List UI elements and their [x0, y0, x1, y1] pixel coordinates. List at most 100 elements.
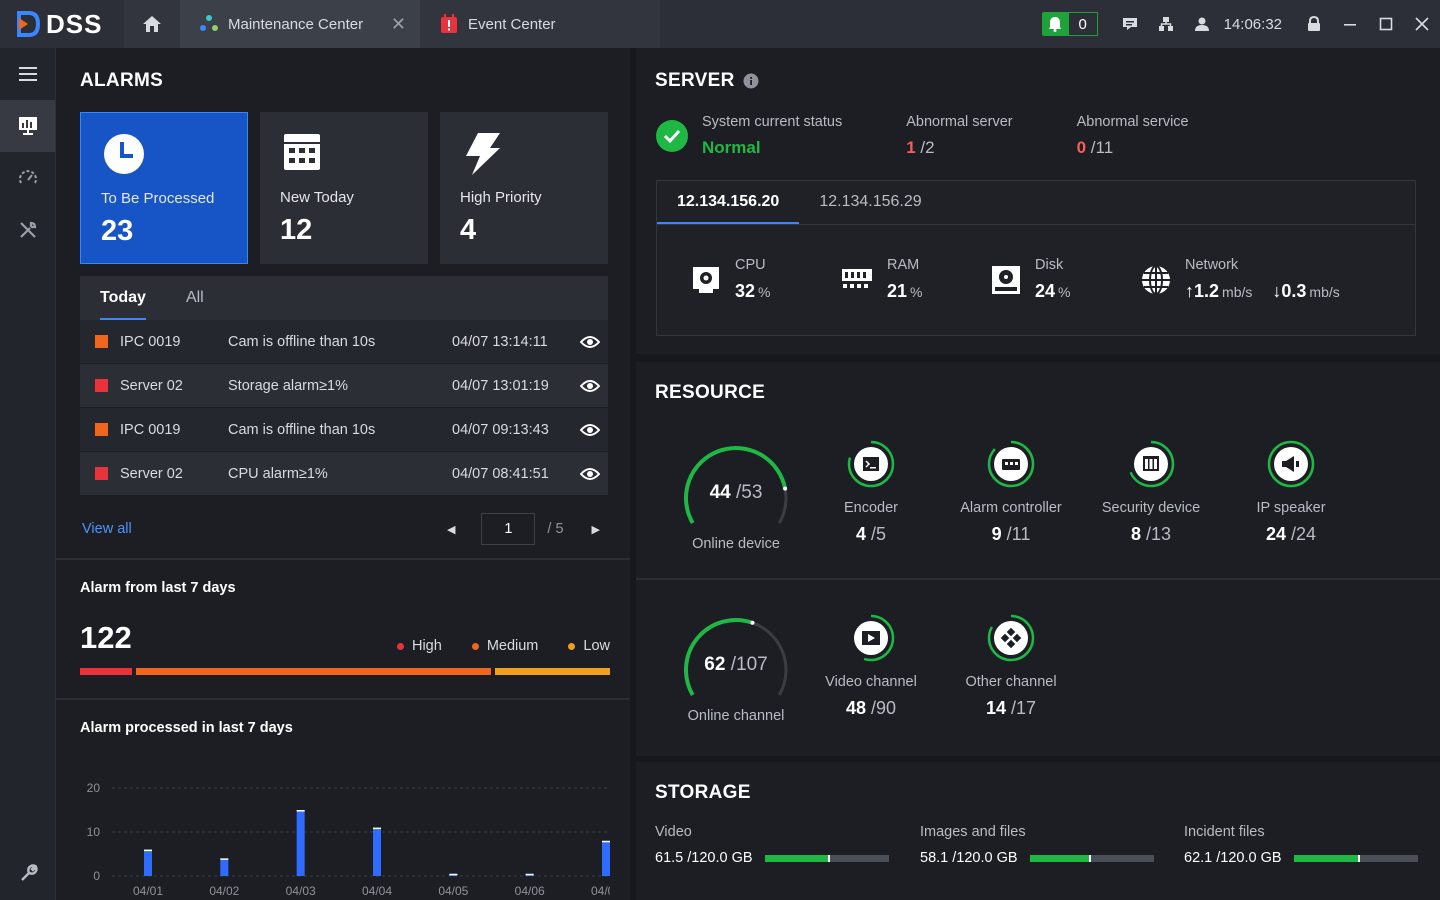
server-tab-2[interactable]: 12.134.156.29	[819, 193, 922, 210]
chart-title: Alarm processed in last 7 days	[80, 720, 293, 736]
storage-bar	[1029, 854, 1154, 862]
bar[interactable]	[220, 858, 229, 876]
tab-event-center[interactable]: Event Center	[420, 0, 660, 48]
severity-segment	[80, 668, 133, 675]
close-button[interactable]	[1404, 0, 1440, 48]
resource-security-device[interactable]: Security device 8 /13	[1081, 440, 1221, 545]
sidebar-item-settings[interactable]	[0, 848, 56, 900]
disk-value: 24	[1035, 281, 1056, 301]
sidebar-item-tools[interactable]	[0, 204, 55, 256]
next-page-icon[interactable]: ▶	[591, 523, 600, 536]
status-ok-icon	[656, 120, 688, 152]
metric-ram: RAM 21%	[841, 257, 922, 302]
network-button[interactable]	[1148, 0, 1184, 48]
x-tick-label: 04/03	[286, 884, 316, 898]
alarm-time: 04/07 13:01:19	[452, 377, 549, 394]
maximize-button[interactable]	[1368, 0, 1404, 48]
wrench-icon	[21, 864, 38, 881]
message-button[interactable]	[1112, 0, 1148, 48]
alarm-7days: Alarm from last 7 days 122 High Medium L…	[80, 580, 610, 675]
bar[interactable]	[373, 827, 381, 876]
metric-network: Network ↑1.2 mb/s ↓0.3 mb/s	[1141, 257, 1340, 302]
view-all-link[interactable]: View all	[82, 521, 132, 537]
bar[interactable]	[296, 810, 305, 876]
card-new-today[interactable]: New Today 12	[260, 112, 428, 264]
sidebar-item-dashboard[interactable]	[0, 100, 55, 152]
resource-label: Encoder	[843, 500, 898, 516]
close-icon	[1415, 17, 1429, 31]
event-icon	[438, 13, 460, 35]
minimize-button[interactable]	[1332, 0, 1368, 48]
resource-encoder[interactable]: Encoder 4 /5	[801, 440, 941, 545]
disk-label: Disk	[1035, 257, 1064, 273]
top-bar: DSS Maintenance Center ✕ Event Center 0 …	[0, 0, 1440, 48]
info-icon[interactable]	[743, 73, 759, 89]
user-button[interactable]	[1184, 0, 1220, 48]
legend-low: Low	[568, 638, 610, 654]
gauge-marker	[783, 486, 788, 491]
speedometer-icon	[18, 170, 37, 184]
home-icon	[143, 16, 161, 32]
cpu-icon	[693, 267, 719, 293]
app-logo[interactable]: DSS	[0, 0, 124, 48]
table-row[interactable]: Server 02 Storage alarm≥1% 04/07 13:01:19	[80, 364, 608, 408]
card-value: 4	[460, 214, 477, 246]
tab-today[interactable]: Today	[100, 276, 146, 320]
tab-maintenance-center[interactable]: Maintenance Center ✕	[180, 0, 420, 48]
sidebar-menu-toggle[interactable]	[0, 48, 55, 100]
alarm-list: Today All IPC 0019 Cam is offline than 10…	[80, 276, 608, 496]
lock-icon	[1308, 16, 1320, 31]
resource-label: IP speaker	[1256, 500, 1326, 516]
resource-other-channel[interactable]: Other channel 14 /17	[941, 614, 1081, 719]
bar[interactable]	[144, 849, 152, 876]
resource-label: Other channel	[965, 674, 1057, 690]
server-title: SERVER	[655, 70, 735, 91]
server-panel: SERVER System current status Normal Abno…	[636, 48, 1440, 354]
disk-unit: %	[1058, 284, 1071, 300]
resource-alarm-controller[interactable]: Alarm controller 9 /11	[941, 440, 1081, 545]
table-row[interactable]: IPC 0019 Cam is offline than 10s 04/07 09:…	[80, 408, 608, 452]
resource-panel: RESOURCE 44 /53 Online device Encoder 4 …	[636, 362, 1440, 756]
storage-label: Video	[655, 824, 692, 840]
resource-video-channel[interactable]: Video channel 48 /90	[801, 614, 941, 719]
close-tab-icon[interactable]: ✕	[390, 14, 406, 34]
abnormal-service-label: Abnormal service	[1076, 114, 1189, 130]
resource-value: 48	[845, 698, 866, 718]
eye-icon[interactable]	[580, 467, 600, 481]
bar[interactable]	[602, 840, 610, 876]
resource-ip-speaker[interactable]: IP speaker 24 /24	[1221, 440, 1361, 545]
clock-icon	[103, 133, 145, 180]
ram-unit: %	[910, 284, 923, 300]
maintenance-icon	[198, 13, 220, 35]
tab-label: Maintenance Center	[228, 15, 364, 33]
message-icon	[1122, 18, 1137, 30]
server-tab-1[interactable]: 12.134.156.20	[657, 181, 800, 224]
abnormal-server-count: 1	[906, 138, 916, 157]
metric-cpu: CPU 32%	[691, 257, 770, 302]
bar-cap	[144, 849, 152, 852]
eye-icon[interactable]	[580, 379, 600, 393]
notification-counter[interactable]: 0	[1041, 12, 1098, 36]
card-high-priority[interactable]: High Priority 4	[440, 112, 608, 264]
gauge-ring	[684, 618, 788, 696]
card-label: To Be Processed	[101, 190, 215, 207]
tab-all[interactable]: All	[185, 289, 204, 306]
home-tab[interactable]	[124, 0, 180, 48]
eye-icon[interactable]	[580, 423, 600, 437]
table-row[interactable]: IPC 0019 Cam is offline than 10s 04/07 13:…	[80, 320, 608, 364]
total-pages: / 5	[547, 521, 564, 537]
prev-page-icon[interactable]: ◀	[446, 523, 456, 536]
sidebar-item-monitor[interactable]	[0, 152, 55, 204]
online-device-gauge: 44 /53 Online device	[676, 442, 796, 552]
table-row[interactable]: Server 02 CPU alarm≥1% 04/07 08:41:51	[80, 452, 608, 496]
storage-bar	[1293, 854, 1418, 862]
gauge-fill	[684, 446, 788, 524]
card-to-be-processed[interactable]: To Be Processed 23	[80, 112, 248, 264]
eye-icon[interactable]	[580, 335, 600, 349]
resource-title: RESOURCE	[655, 382, 766, 403]
lock-button[interactable]	[1296, 0, 1332, 48]
x-tick-label: 04/01	[133, 884, 163, 898]
alarm-processed-chart: Alarm processed in last 7 days 0 10 20 04/0…	[80, 720, 610, 898]
alarm-time: 04/07 09:13:43	[452, 421, 549, 438]
page-input[interactable]: 1	[481, 513, 536, 545]
